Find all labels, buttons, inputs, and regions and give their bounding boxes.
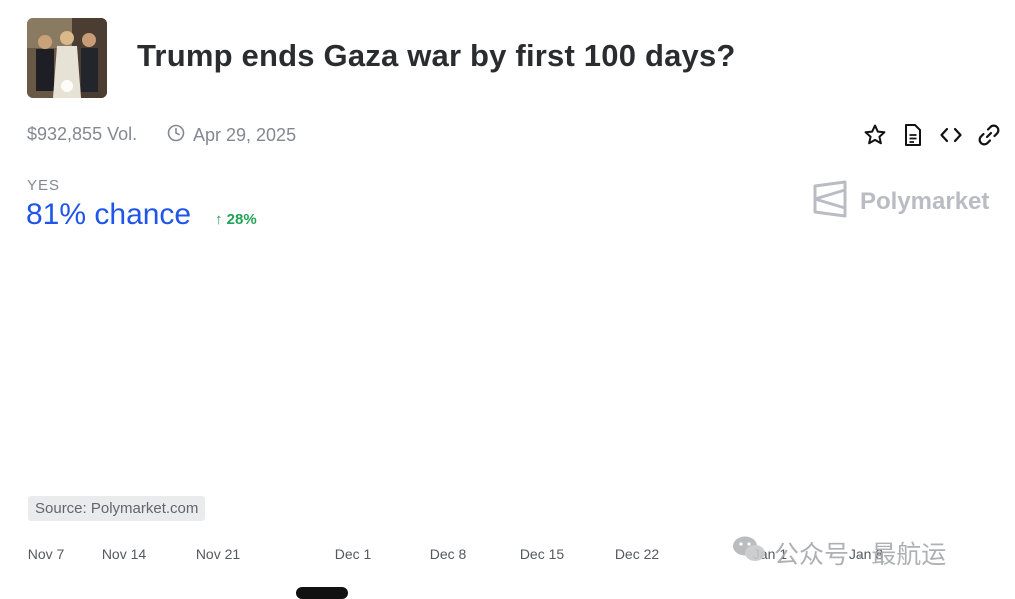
x-tick-label: Dec 15 — [520, 546, 565, 562]
watermark: 公众号 · 最航运 — [732, 534, 946, 571]
x-tick-label: Dec 22 — [615, 546, 660, 562]
document-icon[interactable] — [900, 122, 925, 147]
embed-code-icon[interactable] — [938, 122, 963, 147]
polymarket-brand: Polymarket — [812, 180, 989, 223]
link-icon[interactable] — [976, 122, 1001, 147]
source-label: Source: Polymarket.com — [28, 496, 206, 521]
chance-delta: ↑ 28% — [215, 211, 257, 228]
clock-icon — [167, 124, 185, 147]
brand-name: Polymarket — [860, 187, 990, 215]
outcome-label: YES — [27, 177, 61, 194]
wechat-icon — [732, 534, 766, 571]
watermark-text: 公众号 · 最航运 — [774, 540, 947, 569]
scroll-pill — [296, 587, 348, 599]
chance-delta-text: 28% — [226, 211, 257, 228]
arrow-up-icon: ↑ — [215, 211, 223, 228]
market-thumbnail — [27, 18, 107, 98]
volume-text: $932,855 Vol. — [27, 124, 138, 144]
x-tick-label: Dec 1 — [335, 546, 372, 562]
chance-value: 81% chance — [26, 198, 192, 231]
x-tick-label: Nov 7 — [28, 546, 65, 562]
market-photo — [27, 18, 107, 98]
market-actions — [862, 122, 1001, 147]
polymarket-logo-icon — [812, 180, 848, 223]
x-tick-label: Jan 8 — [849, 546, 883, 562]
end-date: Apr 29, 2025 — [167, 124, 296, 147]
end-date-text: Apr 29, 2025 — [193, 125, 297, 145]
star-icon[interactable] — [862, 122, 887, 147]
x-axis: Nov 7 Nov 14 Nov 21 Dec 1 Dec 8 Dec 15 Dec 22 J… — [28, 546, 884, 562]
market-title: Trump ends Gaza war by first 100 days? — [137, 38, 736, 73]
x-tick-label: Nov 21 — [196, 546, 241, 562]
x-tick-label: Nov 14 — [102, 546, 147, 562]
x-tick-label: Dec 8 — [430, 546, 467, 562]
